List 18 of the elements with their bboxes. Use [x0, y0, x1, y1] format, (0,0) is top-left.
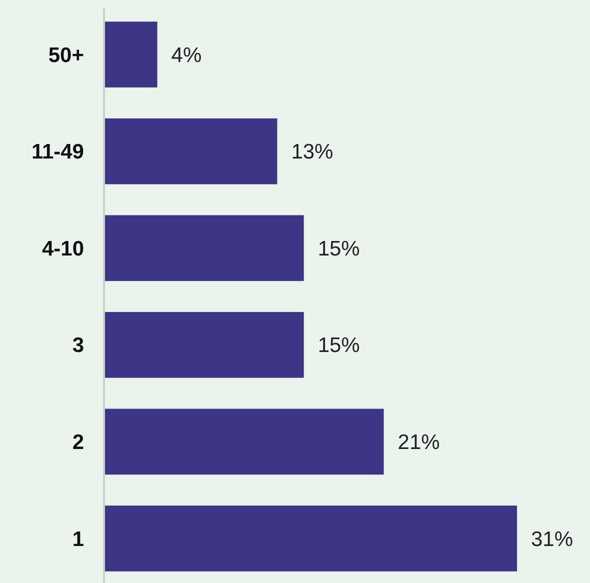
data-label: 13% [291, 140, 334, 164]
y-tick-label: 11-49 [31, 140, 84, 164]
data-label: 15% [318, 237, 360, 260]
y-tick-label: 4-10 [42, 237, 84, 260]
y-tick-label: 2 [72, 431, 84, 454]
bar [104, 408, 384, 475]
data-label: 21% [398, 431, 440, 454]
bar [104, 215, 304, 282]
y-tick-label: 50+ [48, 44, 84, 67]
bar [104, 118, 278, 184]
bar [104, 22, 158, 88]
y-tick-label: 1 [72, 528, 84, 551]
bar [104, 506, 517, 572]
y-tick-label: 3 [72, 334, 84, 358]
data-label: 4% [171, 44, 202, 67]
bar [104, 312, 304, 378]
data-label: 15% [318, 334, 360, 358]
data-label: 31% [531, 528, 574, 551]
